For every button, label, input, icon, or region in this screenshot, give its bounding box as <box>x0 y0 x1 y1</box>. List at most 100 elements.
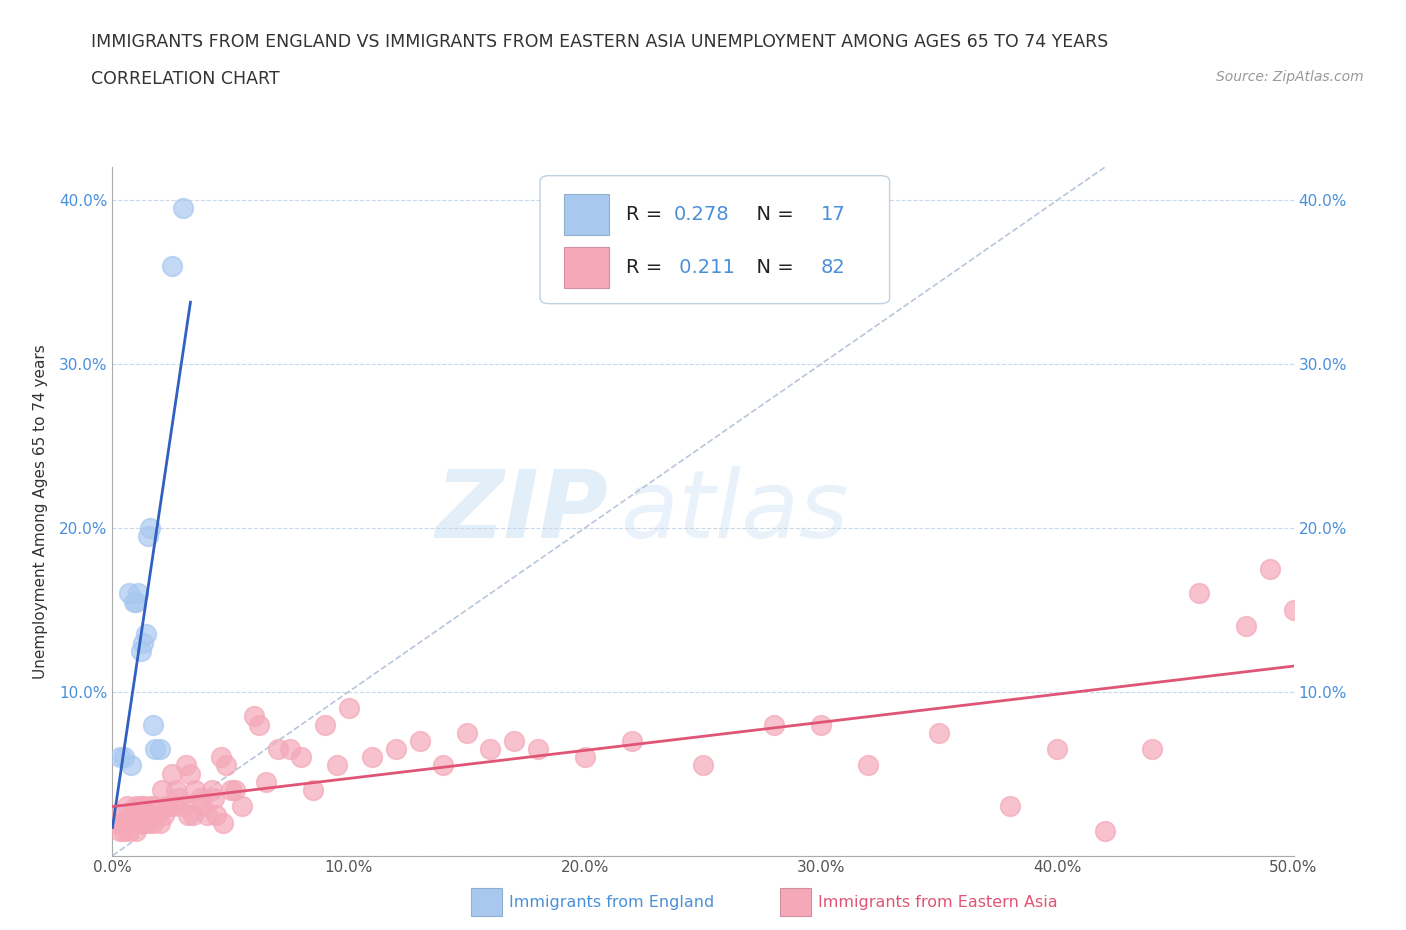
Point <box>150 783 173 798</box>
Point <box>122 807 145 822</box>
Point <box>143 799 166 814</box>
Text: Immigrants from Eastern Asia: Immigrants from Eastern Asia <box>818 895 1057 910</box>
Point <box>337 700 360 715</box>
Point <box>172 799 194 814</box>
Point <box>160 766 183 781</box>
Point <box>156 799 179 814</box>
Point <box>928 725 950 740</box>
Point <box>1258 562 1281 577</box>
FancyBboxPatch shape <box>540 176 890 304</box>
Point <box>361 750 384 764</box>
Point <box>456 725 478 740</box>
Text: IMMIGRANTS FROM ENGLAND VS IMMIGRANTS FROM EASTERN ASIA UNEMPLOYMENT AMONG AGES : IMMIGRANTS FROM ENGLAND VS IMMIGRANTS FR… <box>91 33 1109 50</box>
Point <box>408 734 430 749</box>
Point <box>1046 741 1069 756</box>
Point <box>108 824 131 839</box>
Point <box>146 807 169 822</box>
Point <box>205 807 228 822</box>
Point <box>479 741 502 756</box>
Point <box>1094 824 1116 839</box>
Point <box>177 807 200 822</box>
Point <box>129 644 152 658</box>
Point <box>810 717 832 732</box>
Point <box>125 824 148 839</box>
Point <box>118 586 141 601</box>
Point <box>858 758 880 773</box>
Text: R =: R = <box>626 258 669 277</box>
Point <box>1234 618 1257 633</box>
Text: atlas: atlas <box>620 466 849 557</box>
Point <box>135 807 157 822</box>
Point <box>215 758 238 773</box>
Point <box>122 594 145 609</box>
Point <box>115 816 138 830</box>
Point <box>120 758 142 773</box>
Point <box>998 799 1021 814</box>
Point <box>136 816 159 830</box>
Point <box>188 790 211 805</box>
Point <box>108 807 131 822</box>
Text: N =: N = <box>744 205 800 224</box>
Point <box>149 816 172 830</box>
Point <box>136 528 159 543</box>
Text: ZIP: ZIP <box>436 466 609 557</box>
Point <box>139 799 162 814</box>
Point <box>142 816 165 830</box>
Point <box>105 816 128 830</box>
Text: 0.211: 0.211 <box>673 258 735 277</box>
Point <box>195 807 218 822</box>
Point <box>1140 741 1163 756</box>
Point <box>174 758 197 773</box>
Text: 17: 17 <box>821 205 846 224</box>
Point <box>224 783 246 798</box>
Point <box>111 816 134 830</box>
Y-axis label: Unemployment Among Ages 65 to 74 years: Unemployment Among Ages 65 to 74 years <box>32 344 48 679</box>
Point <box>314 717 336 732</box>
Point <box>153 807 176 822</box>
Point <box>108 750 131 764</box>
Point <box>574 750 596 764</box>
Point <box>135 627 157 642</box>
Text: Immigrants from England: Immigrants from England <box>509 895 714 910</box>
Point <box>115 799 138 814</box>
Point <box>432 758 454 773</box>
Point <box>112 750 135 764</box>
Point <box>149 741 172 756</box>
Text: N =: N = <box>744 258 800 277</box>
Point <box>127 816 149 830</box>
Point <box>621 734 644 749</box>
Point <box>172 201 194 216</box>
Point <box>692 758 714 773</box>
Text: CORRELATION CHART: CORRELATION CHART <box>91 70 280 87</box>
Point <box>231 799 253 814</box>
Point <box>165 783 187 798</box>
Point <box>120 807 142 822</box>
Point <box>191 799 214 814</box>
Point <box>290 750 312 764</box>
Point <box>179 766 201 781</box>
FancyBboxPatch shape <box>564 246 609 288</box>
Point <box>219 783 242 798</box>
Point <box>132 816 155 830</box>
Point <box>118 824 141 839</box>
Point <box>181 807 204 822</box>
Point <box>212 816 235 830</box>
Text: 82: 82 <box>821 258 846 277</box>
Point <box>167 790 190 805</box>
Point <box>132 799 155 814</box>
Point <box>267 741 290 756</box>
Point <box>247 717 270 732</box>
Point <box>160 259 183 273</box>
Text: 0.278: 0.278 <box>673 205 730 224</box>
Point <box>132 635 155 650</box>
FancyBboxPatch shape <box>564 193 609 235</box>
Point <box>209 750 232 764</box>
Point <box>1188 586 1211 601</box>
Point <box>184 783 207 798</box>
Point <box>1282 603 1305 618</box>
Point <box>202 790 225 805</box>
Point <box>302 783 325 798</box>
Point <box>326 758 349 773</box>
Point <box>157 799 180 814</box>
Point <box>143 741 166 756</box>
